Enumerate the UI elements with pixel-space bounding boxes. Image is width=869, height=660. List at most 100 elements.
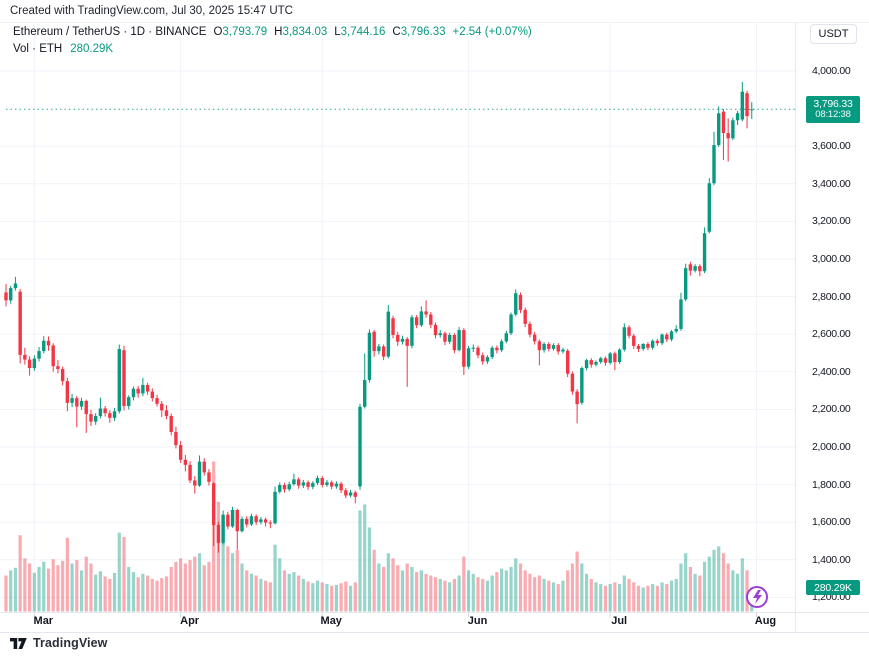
candle[interactable] xyxy=(136,385,140,398)
volume-bar[interactable] xyxy=(382,566,386,612)
volume-bar[interactable] xyxy=(514,558,518,612)
candle[interactable] xyxy=(211,482,216,547)
candle[interactable] xyxy=(320,476,324,488)
candle[interactable] xyxy=(603,356,608,366)
volume-bar[interactable] xyxy=(613,582,617,612)
candle[interactable] xyxy=(155,394,159,407)
volume-bar[interactable] xyxy=(457,575,461,612)
candle[interactable] xyxy=(561,347,565,354)
candle[interactable] xyxy=(443,331,447,346)
candle[interactable] xyxy=(141,377,145,397)
candle[interactable] xyxy=(249,513,254,526)
candle[interactable] xyxy=(108,410,112,423)
candle[interactable] xyxy=(542,342,546,353)
candle[interactable] xyxy=(410,315,414,349)
volume-bar[interactable] xyxy=(136,577,140,612)
volume-bar[interactable] xyxy=(608,584,612,612)
candle[interactable] xyxy=(259,516,263,525)
candle[interactable] xyxy=(42,336,46,354)
volume-bar[interactable] xyxy=(424,573,428,612)
volume-bar[interactable] xyxy=(745,570,749,612)
volume-bar[interactable] xyxy=(103,576,107,612)
volume-bar[interactable] xyxy=(438,578,442,612)
candle[interactable] xyxy=(60,366,65,386)
volume-bar[interactable] xyxy=(646,585,650,612)
volume-bar[interactable] xyxy=(46,568,51,612)
candle[interactable] xyxy=(23,347,27,365)
volume-bar[interactable] xyxy=(127,566,131,612)
candle[interactable] xyxy=(481,352,485,365)
volume-bar[interactable] xyxy=(197,553,202,612)
candle[interactable] xyxy=(490,345,494,360)
volume-bar[interactable] xyxy=(566,570,570,612)
volume-bar[interactable] xyxy=(240,563,244,612)
volume-bar[interactable] xyxy=(679,563,683,612)
chart-legend[interactable]: Ethereum / TetherUS · 1D · BINANCE O3,79… xyxy=(13,26,532,38)
volume-bar[interactable] xyxy=(594,582,598,612)
volume-bar[interactable] xyxy=(164,576,169,612)
volume-bar[interactable] xyxy=(537,575,541,612)
candle[interactable] xyxy=(358,403,362,490)
candle[interactable] xyxy=(665,332,669,343)
candle[interactable] xyxy=(627,325,631,339)
candle[interactable] xyxy=(183,454,188,472)
volume-bar[interactable] xyxy=(315,580,320,612)
candle[interactable] xyxy=(584,358,589,371)
volume-bar[interactable] xyxy=(509,566,513,612)
candle[interactable] xyxy=(528,321,532,338)
volume-bar[interactable] xyxy=(717,546,721,612)
volume-legend[interactable]: Vol · ETH 280.29K xyxy=(13,43,113,55)
volume-bar[interactable] xyxy=(353,582,357,612)
candle[interactable] xyxy=(632,333,636,349)
candle[interactable] xyxy=(56,360,60,374)
candle[interactable] xyxy=(9,285,13,304)
candle[interactable] xyxy=(599,356,603,364)
volume-bar[interactable] xyxy=(556,584,560,612)
candle[interactable] xyxy=(160,400,164,417)
volume-bar[interactable] xyxy=(495,572,499,612)
candle[interactable] xyxy=(245,516,249,528)
volume-bar[interactable] xyxy=(589,578,593,612)
volume-bar[interactable] xyxy=(268,582,272,612)
volume-bar[interactable] xyxy=(485,580,490,612)
candle[interactable] xyxy=(617,348,622,364)
volume-bar[interactable] xyxy=(273,544,277,612)
candle[interactable] xyxy=(372,330,376,357)
volume-bar[interactable] xyxy=(131,572,136,612)
candle[interactable] xyxy=(164,405,169,420)
candle[interactable] xyxy=(414,315,419,329)
candle[interactable] xyxy=(103,406,107,417)
candle[interactable] xyxy=(37,346,41,362)
candle[interactable] xyxy=(27,356,32,376)
candle[interactable] xyxy=(93,413,98,425)
volume-bar[interactable] xyxy=(448,582,452,612)
volume-bar[interactable] xyxy=(18,535,22,612)
candle[interactable] xyxy=(32,355,37,371)
candle[interactable] xyxy=(462,328,466,375)
volume-bar[interactable] xyxy=(702,561,707,612)
volume-bar[interactable] xyxy=(580,563,584,612)
volume-bar[interactable] xyxy=(415,572,419,612)
candle[interactable] xyxy=(419,306,424,328)
candle[interactable] xyxy=(169,413,173,436)
volume-bar[interactable] xyxy=(183,563,187,612)
volume-bar[interactable] xyxy=(311,583,315,612)
candle[interactable] xyxy=(348,489,353,498)
volume-bar[interactable] xyxy=(490,575,494,612)
candle[interactable] xyxy=(509,312,513,336)
candle[interactable] xyxy=(650,339,655,350)
volume-bar[interactable] xyxy=(216,501,220,612)
candle[interactable] xyxy=(296,477,301,489)
volume-bar[interactable] xyxy=(570,563,574,612)
volume-bar[interactable] xyxy=(698,575,702,612)
candle[interactable] xyxy=(452,333,457,354)
volume-bar[interactable] xyxy=(528,573,532,612)
volume-bar[interactable] xyxy=(230,553,235,612)
candle[interactable] xyxy=(150,388,155,402)
candle[interactable] xyxy=(547,342,551,352)
volume-bar[interactable] xyxy=(551,582,556,612)
candle[interactable] xyxy=(325,479,329,487)
candle[interactable] xyxy=(731,117,735,141)
volume-bar[interactable] xyxy=(112,572,117,612)
